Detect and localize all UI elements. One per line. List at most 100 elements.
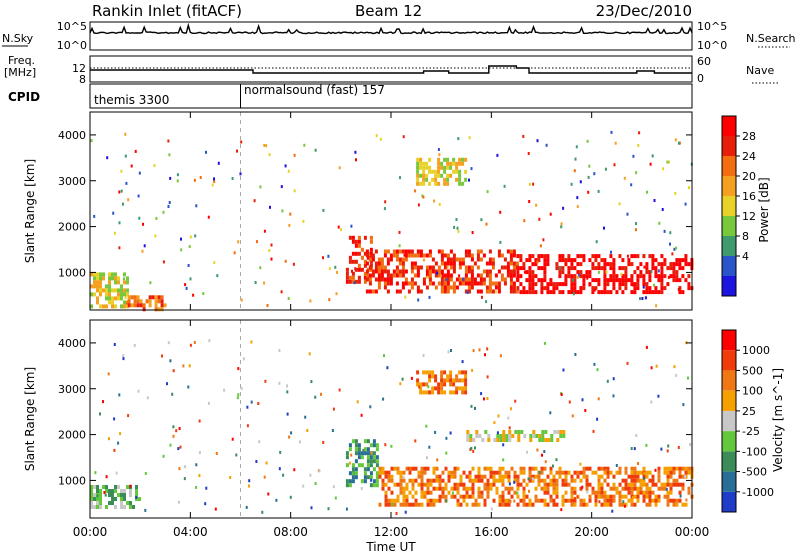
range-cell (597, 290, 601, 295)
range-cell (660, 482, 664, 487)
range-cell (392, 269, 396, 274)
range-cell (357, 239, 361, 244)
range-cell (470, 167, 473, 171)
range-cell (90, 139, 93, 143)
range-cell (425, 173, 429, 178)
range-cell (142, 222, 144, 226)
range-cell (390, 466, 394, 471)
range-cell (470, 446, 473, 450)
range-cell (453, 466, 457, 471)
range-cell (564, 274, 568, 279)
range-cell (508, 426, 511, 430)
range-cell (99, 304, 102, 309)
range-cell (528, 278, 532, 283)
range-cell (137, 194, 140, 198)
range-cell (387, 470, 391, 475)
range-cell (453, 470, 457, 475)
range-cell (136, 303, 140, 308)
range-cell (504, 486, 508, 491)
colorbar-swatch (722, 196, 736, 216)
range-cell (369, 443, 373, 448)
range-cell (108, 280, 111, 285)
range-cell (502, 443, 505, 447)
range-cell (594, 498, 598, 503)
range-cell (509, 269, 513, 274)
range-cell (534, 494, 538, 499)
range-cell (532, 430, 536, 434)
range-cell (458, 181, 462, 186)
range-cell (429, 490, 433, 495)
range-cell (470, 273, 474, 278)
range-cell (177, 500, 180, 504)
range-cell (446, 277, 450, 282)
range-cell (383, 269, 387, 274)
range-cell (338, 166, 341, 170)
range-cell (184, 465, 187, 469)
range-cell (638, 131, 641, 135)
range-cell (571, 414, 574, 418)
range-cell (466, 291, 469, 294)
range-cell (420, 470, 424, 475)
range-cell (354, 243, 358, 248)
range-cell (419, 249, 423, 254)
range-cell (437, 165, 441, 170)
range-cell (414, 439, 417, 443)
range-cell (492, 474, 496, 479)
range-cell (522, 478, 526, 483)
range-cell (354, 279, 358, 284)
range-cell (422, 281, 426, 286)
range-cell (496, 153, 499, 157)
range-cell (365, 289, 369, 294)
range-cell (467, 285, 471, 290)
range-cell (428, 277, 432, 282)
range-cell (612, 274, 616, 279)
range-cell (621, 274, 625, 279)
range-cell (141, 249, 144, 253)
range-cell (382, 397, 385, 401)
range-cell (372, 439, 376, 444)
range-cell (389, 257, 393, 262)
range-cell (354, 267, 357, 271)
range-cell (455, 386, 459, 391)
range-cell (108, 489, 111, 493)
range-cell (402, 486, 406, 491)
range-cell (395, 265, 399, 270)
range-cell (612, 266, 616, 271)
range-cell (351, 271, 355, 276)
range-cell (526, 450, 529, 454)
range-cell (597, 262, 601, 267)
range-cell (648, 274, 652, 279)
range-cell (461, 378, 465, 383)
range-cell (369, 483, 373, 488)
range-cell (482, 253, 486, 258)
range-cell (609, 266, 613, 271)
range-cell (603, 282, 607, 287)
range-cell (360, 451, 364, 456)
range-cell (453, 482, 457, 487)
range-cell (645, 494, 649, 499)
range-cell (654, 468, 657, 472)
range-cell (118, 393, 121, 397)
range-cell (688, 186, 690, 190)
range-cell (155, 216, 158, 220)
range-cell (502, 430, 506, 434)
range-cell (461, 261, 465, 266)
range-cell (399, 382, 402, 386)
range-cell (354, 239, 358, 244)
range-cell (123, 277, 125, 281)
range-cell (506, 261, 510, 266)
range-cell (419, 157, 423, 162)
range-cell (477, 494, 481, 499)
range-cell (633, 478, 637, 483)
range-cell (645, 474, 649, 479)
range-cell (543, 466, 547, 471)
range-cell (633, 270, 637, 275)
range-cell (123, 497, 126, 501)
range-cell (405, 466, 409, 471)
range-cell (536, 139, 539, 143)
range-cell (453, 474, 457, 479)
range-cell (540, 486, 544, 491)
range-cell (195, 204, 198, 208)
range-cell (573, 258, 577, 263)
